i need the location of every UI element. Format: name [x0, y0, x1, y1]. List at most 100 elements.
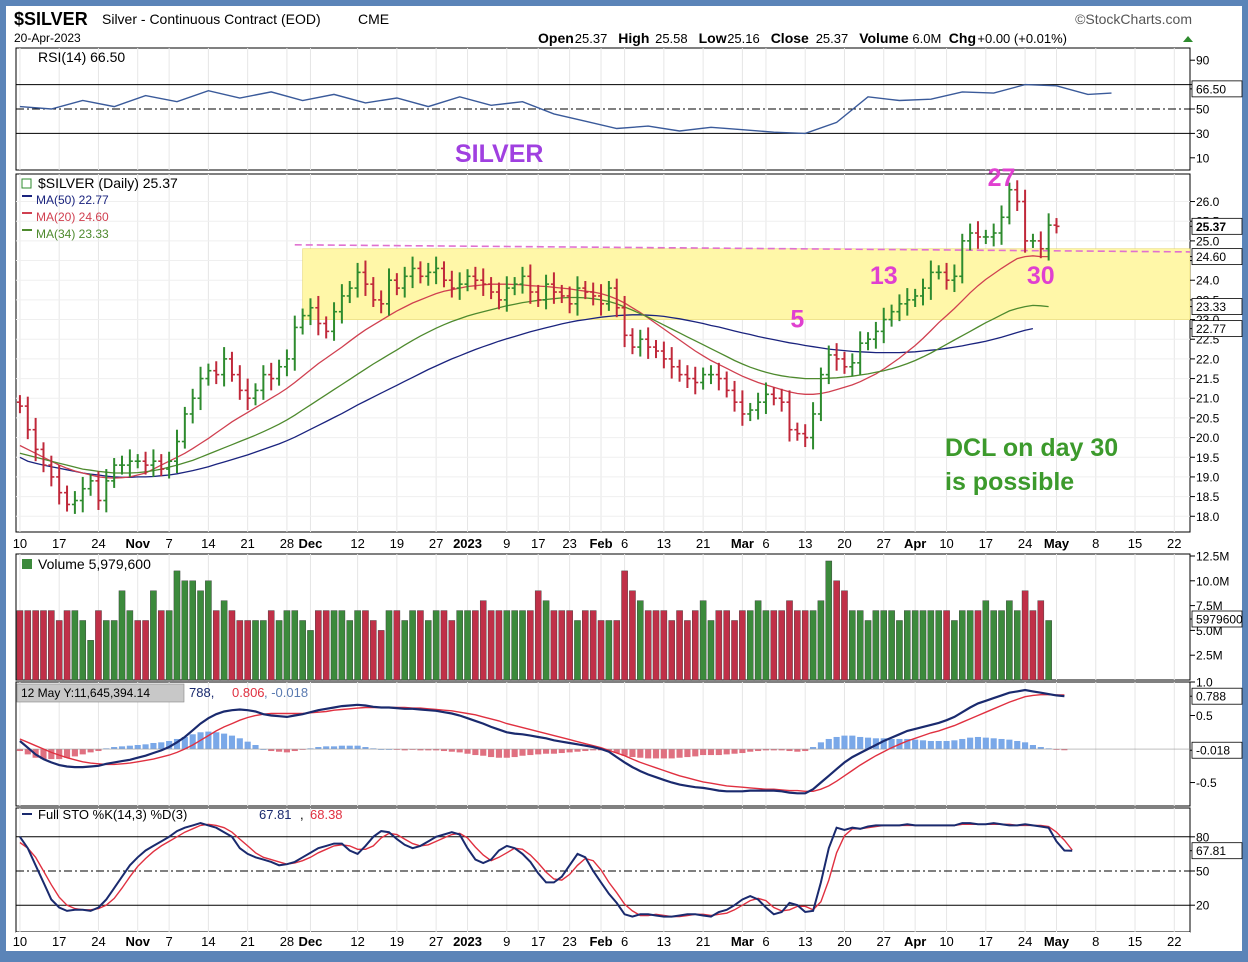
volume-bar — [629, 590, 636, 681]
price-bar — [810, 402, 817, 450]
volume-bar — [778, 610, 785, 681]
price-tick-label: 18.0 — [1196, 510, 1220, 524]
price-bar — [307, 298, 314, 326]
volume-bar — [684, 620, 691, 681]
volume-bar — [841, 590, 848, 681]
volume-bar — [644, 610, 652, 681]
volume-bar — [990, 610, 997, 681]
volume-bar — [110, 620, 118, 681]
date-axis-bottom-label-26: 10 — [939, 934, 953, 949]
volume-bar — [582, 610, 589, 681]
date-axis-top-label-15: 23 — [562, 536, 576, 551]
exchange-label: CME — [358, 11, 389, 27]
volume-bar — [409, 610, 416, 681]
volume-bar — [134, 620, 141, 681]
volume-bar — [668, 620, 675, 681]
volume-bar — [943, 610, 950, 681]
price-bar — [566, 286, 573, 314]
macd-histogram-bar — [1061, 749, 1068, 751]
price-bar — [676, 359, 683, 382]
ma-line-0 — [19, 314, 1034, 478]
tooltip-box — [16, 683, 185, 703]
volume-bar — [283, 610, 291, 681]
volume-bar — [346, 620, 354, 681]
price-bar — [95, 471, 102, 510]
price-bar — [605, 281, 612, 311]
date-axis-bottom-label-30: 8 — [1092, 934, 1099, 949]
price-bar — [354, 262, 361, 298]
volume-bar — [754, 600, 762, 681]
macd-histogram-bar — [550, 749, 557, 754]
volume-bar — [872, 610, 880, 681]
macd-histogram-bar — [590, 749, 597, 751]
price-bar — [527, 264, 534, 304]
ohlc-label-chg: Chg — [949, 30, 976, 46]
macd-histogram-bar — [291, 749, 298, 752]
price-bar — [511, 277, 518, 296]
date-axis-top-label-14: 17 — [531, 536, 545, 551]
macd-histogram-bar — [849, 735, 856, 750]
price-bar — [1006, 182, 1013, 225]
macd-histogram-bar — [535, 749, 542, 755]
volume-bar — [731, 620, 738, 681]
price-bar — [24, 396, 31, 440]
macd-zero-label-box — [1191, 741, 1243, 759]
price-bar — [935, 265, 942, 280]
macd-histogram-bar — [181, 736, 188, 750]
macd-histogram-bar — [778, 749, 785, 751]
date-axis-bottom-label-8: Dec — [299, 934, 323, 949]
date-axis-bottom-label-2: 24 — [91, 934, 105, 949]
date-axis-top-label-11: 27 — [429, 536, 443, 551]
date-axis-top-label-4: 7 — [166, 536, 173, 551]
volume-bar — [315, 610, 322, 681]
macd-histogram-bar — [864, 737, 872, 750]
macd-histogram-bar — [888, 738, 895, 750]
macd-histogram-bar — [425, 749, 432, 751]
macd-histogram-bar — [833, 736, 840, 750]
macd-histogram-bar — [637, 749, 644, 758]
price-bar — [283, 349, 290, 377]
volume-bar — [550, 610, 558, 681]
volume-bar — [527, 610, 534, 681]
volume-bar — [809, 610, 817, 681]
volume-bar — [589, 610, 597, 681]
macd-histogram-bar — [817, 742, 824, 750]
volume-bar — [197, 590, 204, 681]
price-bar — [543, 274, 550, 310]
date-axis-bottom-label-20: Mar — [731, 934, 754, 949]
price-last-label-2-box — [1191, 298, 1243, 315]
price-bar — [967, 223, 974, 251]
price-bar — [1014, 180, 1021, 211]
price-bar — [213, 361, 220, 385]
volume-bar — [370, 620, 377, 681]
macd-histogram-bar — [260, 749, 267, 750]
macd-histogram-bar — [558, 749, 565, 754]
macd-histogram-bar — [747, 749, 754, 752]
volume-bar — [707, 620, 715, 681]
price-bar — [833, 343, 840, 371]
volume-tick-label-1: 10.0M — [1196, 574, 1229, 588]
macd-histogram-bar — [448, 749, 455, 752]
price-last-label-3-box — [1191, 320, 1243, 338]
volume-bar — [904, 610, 911, 681]
ohlc-label-high: High — [618, 30, 649, 46]
volume-bar — [699, 600, 707, 681]
volume-bar — [401, 620, 408, 681]
price-bar — [904, 288, 911, 316]
volume-bar — [456, 610, 463, 681]
macd-histogram-bar — [401, 749, 408, 751]
macd-histogram-bar — [213, 732, 220, 750]
price-bar — [134, 454, 141, 469]
volume-bar — [519, 610, 526, 681]
volume-bar — [432, 610, 440, 681]
macd-histogram-bar — [173, 738, 181, 750]
price-bar — [700, 367, 707, 390]
volume-bar — [558, 610, 566, 681]
price-bar — [629, 328, 636, 355]
ma-legend-2: MA(34) 23.33 — [36, 227, 109, 241]
date-axis-bottom-band — [16, 932, 1190, 950]
price-bar — [755, 392, 762, 420]
date-axis-top-label-0: 10 — [13, 536, 27, 551]
volume-bar — [919, 610, 927, 681]
